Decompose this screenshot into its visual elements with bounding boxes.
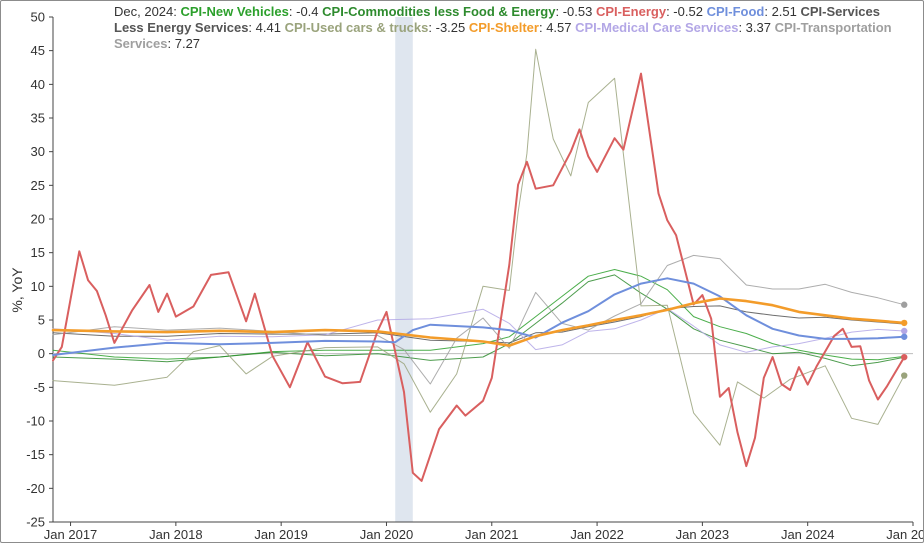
series-line-9	[52, 254, 905, 385]
y-tick-label: -5	[33, 380, 45, 395]
series-line-1	[52, 269, 905, 361]
legend-series-name: CPI-Energy	[595, 4, 667, 19]
legend-series-name: CPI-Medical Care Services	[575, 20, 739, 35]
y-tick-label: 45	[31, 43, 45, 58]
legend-items: CPI-New Vehicles: -0.4 CPI-Commodities l…	[114, 4, 892, 51]
legend-series-name: CPI-Services Less Energy Services	[114, 4, 880, 35]
y-tick-label: 40	[31, 77, 45, 92]
series-line-7	[51, 297, 906, 347]
legend-series-value: -0.53	[562, 4, 593, 19]
legend-series-name: CPI-Commodities less Food & Energy	[322, 4, 556, 19]
legend-series-value: 7.27	[174, 36, 201, 51]
legend-series-name: CPI-Used cars & trucks	[284, 20, 429, 35]
end-dot-layer	[901, 301, 908, 379]
legend-series-value: -0.52	[673, 4, 703, 19]
legend-series-name: CPI-Transportation Services	[114, 20, 892, 51]
series-end-dot-4	[901, 333, 908, 340]
series-end-dot-8	[901, 327, 908, 335]
legend-series-value: 2.51	[771, 4, 797, 19]
legend: Dec, 2024: CPI-New Vehicles: -0.4 CPI-Co…	[114, 4, 894, 52]
x-tick-label: Jan 2023	[676, 527, 730, 542]
y-tick-label: -15	[26, 447, 45, 462]
y-tick-label: 30	[31, 144, 45, 159]
y-tick-label: -20	[26, 481, 45, 496]
series-end-dot-7	[901, 319, 908, 327]
x-tick-label: Jan 2024	[781, 527, 835, 542]
legend-series-value: -0.4	[296, 4, 319, 19]
shaded-period	[395, 17, 413, 522]
y-tick-label: 15	[31, 245, 45, 260]
series-layer	[51, 48, 906, 482]
x-tick-label: Jan 2022	[570, 527, 624, 542]
legend-series-name: CPI-Food	[706, 4, 765, 19]
legend-series-name: CPI-New Vehicles	[180, 4, 289, 19]
legend-series-name: CPI-Shelter	[468, 20, 539, 35]
y-tick-label: 25	[31, 178, 45, 193]
series-line-5	[52, 305, 905, 344]
x-tick-label: Jan 2017	[44, 527, 98, 542]
x-tick-label: Jan 2020	[360, 527, 414, 542]
y-tick-label: 50	[31, 10, 45, 25]
legend-series-value: 4.57	[546, 20, 572, 35]
axis-layer: -25 -20 -15 -10 -5 0 5 10 15 20 25 30 35 40 45 50 Jan 20…	[26, 10, 923, 543]
x-tick-label: Jan 2021	[465, 527, 519, 542]
series-end-dot-6	[901, 372, 908, 379]
x-tick-label: Jan 2019	[254, 527, 308, 542]
y-tick-label: -10	[26, 414, 45, 429]
y-tick-label: 20	[31, 212, 45, 227]
series-line-3	[52, 72, 906, 482]
legend-date: Dec, 2024:	[114, 4, 177, 19]
legend-series-value: 4.41	[255, 20, 281, 35]
series-end-dot-3	[901, 353, 908, 361]
series-line-4	[52, 277, 906, 356]
legend-series-value: 3.37	[745, 20, 771, 35]
y-tick-label: 5	[38, 313, 45, 328]
y-axis-label: %, YoY	[9, 267, 25, 313]
legend-series-value: -3.25	[435, 20, 466, 35]
shaded-period-layer	[395, 17, 413, 522]
series-line-6	[52, 48, 905, 446]
x-tick-label: Jan 2018	[149, 527, 203, 542]
y-tick-label: -25	[26, 515, 45, 530]
y-tick-label: 0	[38, 346, 45, 361]
y-tick-label: 35	[31, 111, 45, 126]
series-line-8	[52, 308, 905, 353]
y-tick-label: 10	[31, 279, 45, 294]
series-end-dot-9	[901, 301, 908, 308]
